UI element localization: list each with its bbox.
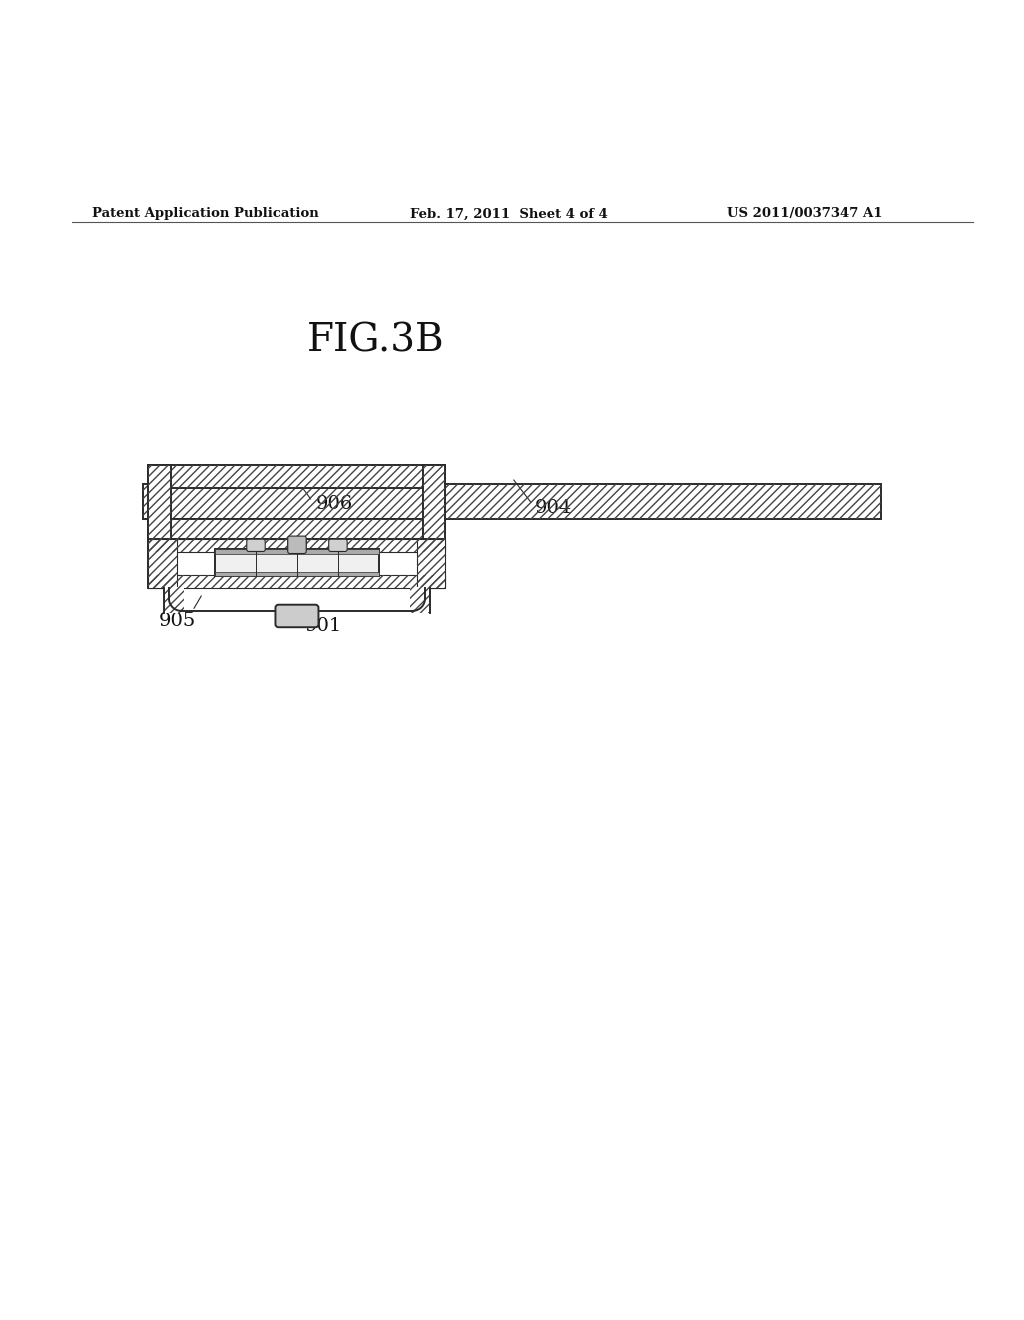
Bar [410, 587, 430, 612]
Text: 906: 906 [315, 495, 352, 513]
Bar [148, 519, 445, 539]
Text: US 2011/0037347 A1: US 2011/0037347 A1 [727, 207, 883, 220]
Bar [215, 549, 379, 553]
Text: 905: 905 [159, 612, 196, 630]
Bar [148, 539, 445, 553]
Bar [148, 466, 171, 539]
Bar [164, 587, 184, 612]
Text: Feb. 17, 2011  Sheet 4 of 4: Feb. 17, 2011 Sheet 4 of 4 [410, 207, 607, 220]
Bar [148, 539, 177, 589]
Bar [148, 519, 445, 539]
Bar [148, 539, 177, 589]
FancyBboxPatch shape [329, 539, 347, 552]
Bar [215, 549, 379, 576]
Bar [148, 576, 445, 589]
Text: 901: 901 [305, 618, 342, 635]
Bar [410, 587, 430, 612]
Text: FIG.3B: FIG.3B [307, 322, 444, 359]
Bar [148, 539, 445, 553]
Bar [417, 539, 445, 589]
Text: 904: 904 [535, 499, 571, 517]
Bar [164, 587, 184, 612]
Bar [148, 466, 445, 488]
Bar [148, 466, 171, 539]
Bar [423, 466, 445, 539]
FancyBboxPatch shape [288, 539, 306, 552]
Bar [417, 539, 445, 589]
Bar [143, 484, 881, 519]
FancyBboxPatch shape [247, 539, 265, 552]
Text: Patent Application Publication: Patent Application Publication [92, 207, 318, 220]
Bar [215, 572, 379, 576]
Bar [423, 466, 445, 539]
Bar [148, 576, 445, 589]
Bar [148, 466, 445, 488]
Bar [143, 484, 881, 519]
FancyBboxPatch shape [288, 536, 306, 553]
FancyBboxPatch shape [275, 605, 318, 627]
Bar [148, 539, 445, 589]
